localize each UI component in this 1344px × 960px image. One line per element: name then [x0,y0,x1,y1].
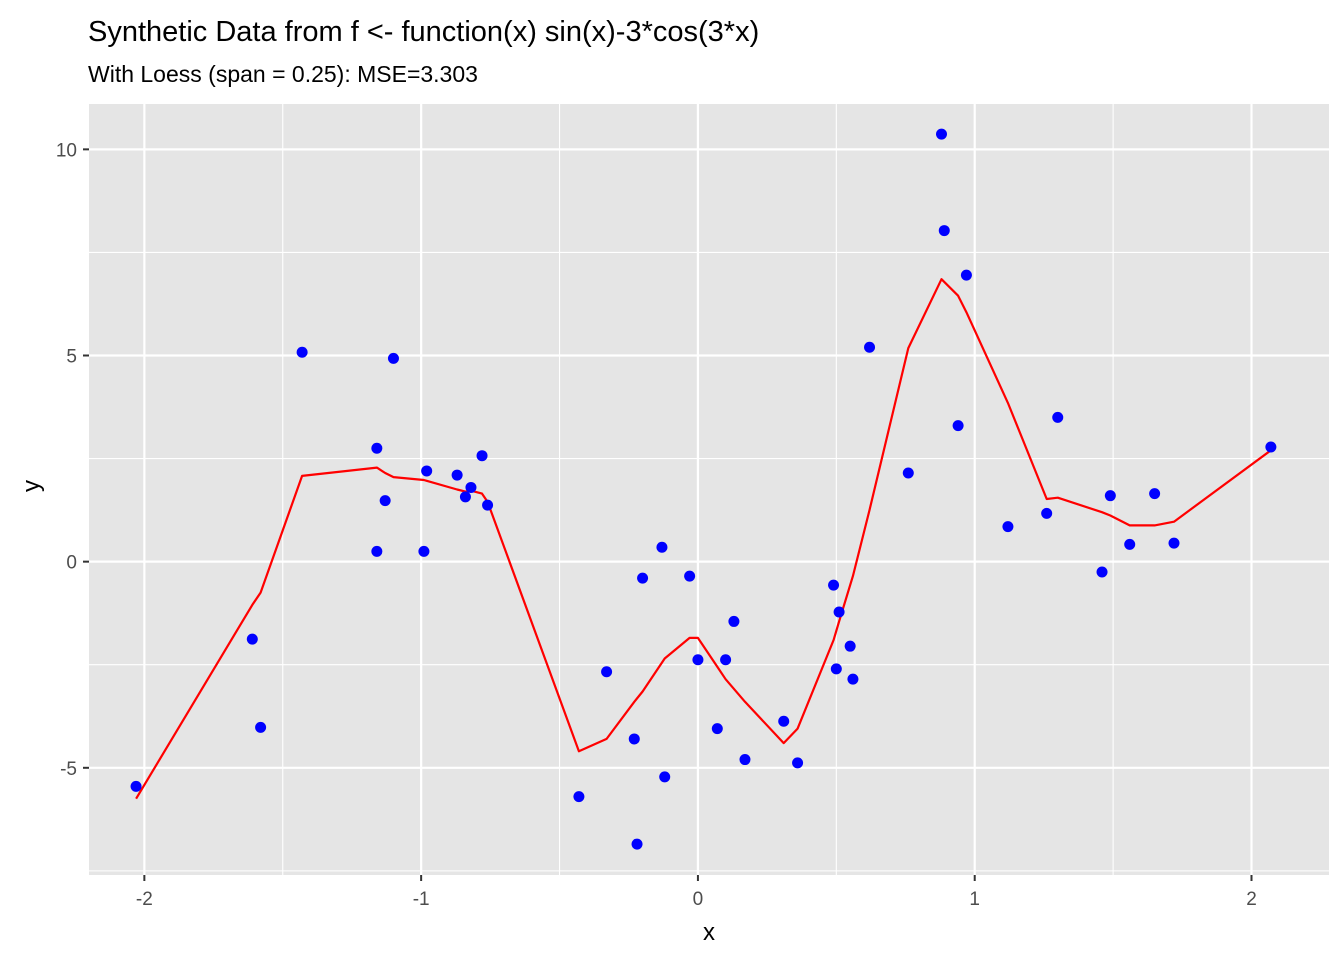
y-axis-ticks: -5 0 5 10 [56,140,89,780]
data-point [659,771,671,783]
data-point [418,545,430,557]
data-point [387,352,399,364]
data-point [1096,566,1108,578]
data-point [728,615,740,627]
x-axis-title: x [703,919,715,946]
data-point [792,757,804,769]
data-point [844,640,856,652]
x-tick-label: -2 [136,889,153,910]
data-point [902,467,914,479]
data-point [631,838,643,850]
x-axis-ticks: -2 -1 0 1 2 [136,875,1257,910]
chart-title: Synthetic Data from f <- function(x) sin… [88,16,759,48]
data-point [421,465,433,477]
data-point [1149,488,1161,500]
data-point [296,346,308,358]
data-point [476,450,488,462]
major-gridlines [89,104,1329,875]
data-point [573,791,585,803]
data-point [371,545,383,557]
data-point [1002,521,1014,533]
x-tick-label: 0 [693,889,704,910]
data-point [830,663,842,675]
data-point [482,499,494,511]
data-point [379,495,391,507]
data-point [828,579,840,591]
y-tick-label: 5 [66,347,77,368]
data-point [628,733,640,745]
data-point [960,269,972,281]
data-point [720,654,732,666]
x-tick-label: 1 [969,889,980,910]
data-point [778,715,790,727]
data-point [1052,411,1064,423]
data-point [864,341,876,353]
data-point [684,570,696,582]
data-point [1104,490,1116,502]
data-point [601,666,613,678]
data-point [692,654,704,666]
data-point [847,673,859,685]
data-point [465,481,477,493]
y-tick-label: -5 [60,759,77,780]
y-tick-label: 0 [66,553,77,574]
data-point [459,491,471,503]
data-point [255,721,267,733]
x-tick-label: -1 [413,889,430,910]
data-point [936,128,947,140]
data-point [451,469,463,481]
x-tick-label: 2 [1246,889,1257,910]
data-point [246,633,258,645]
data-point [952,420,964,432]
minor-gridlines [89,104,1329,875]
data-points [130,128,1277,850]
data-point [711,723,723,735]
loess-line [135,278,1272,800]
data-point [130,780,142,792]
data-point [656,541,668,553]
data-point [938,225,950,237]
y-axis-title: y [18,480,45,492]
data-point [739,754,751,766]
data-point [1041,507,1053,519]
y-tick-label: 10 [56,140,77,161]
chart-subtitle: With Loess (span = 0.25): MSE=3.303 [88,61,478,87]
data-point [1124,538,1136,550]
data-point [637,572,649,584]
data-point [1265,441,1277,453]
data-point [833,606,845,618]
data-point [371,442,383,454]
plot-panel [89,104,1329,875]
data-point [1168,537,1180,549]
